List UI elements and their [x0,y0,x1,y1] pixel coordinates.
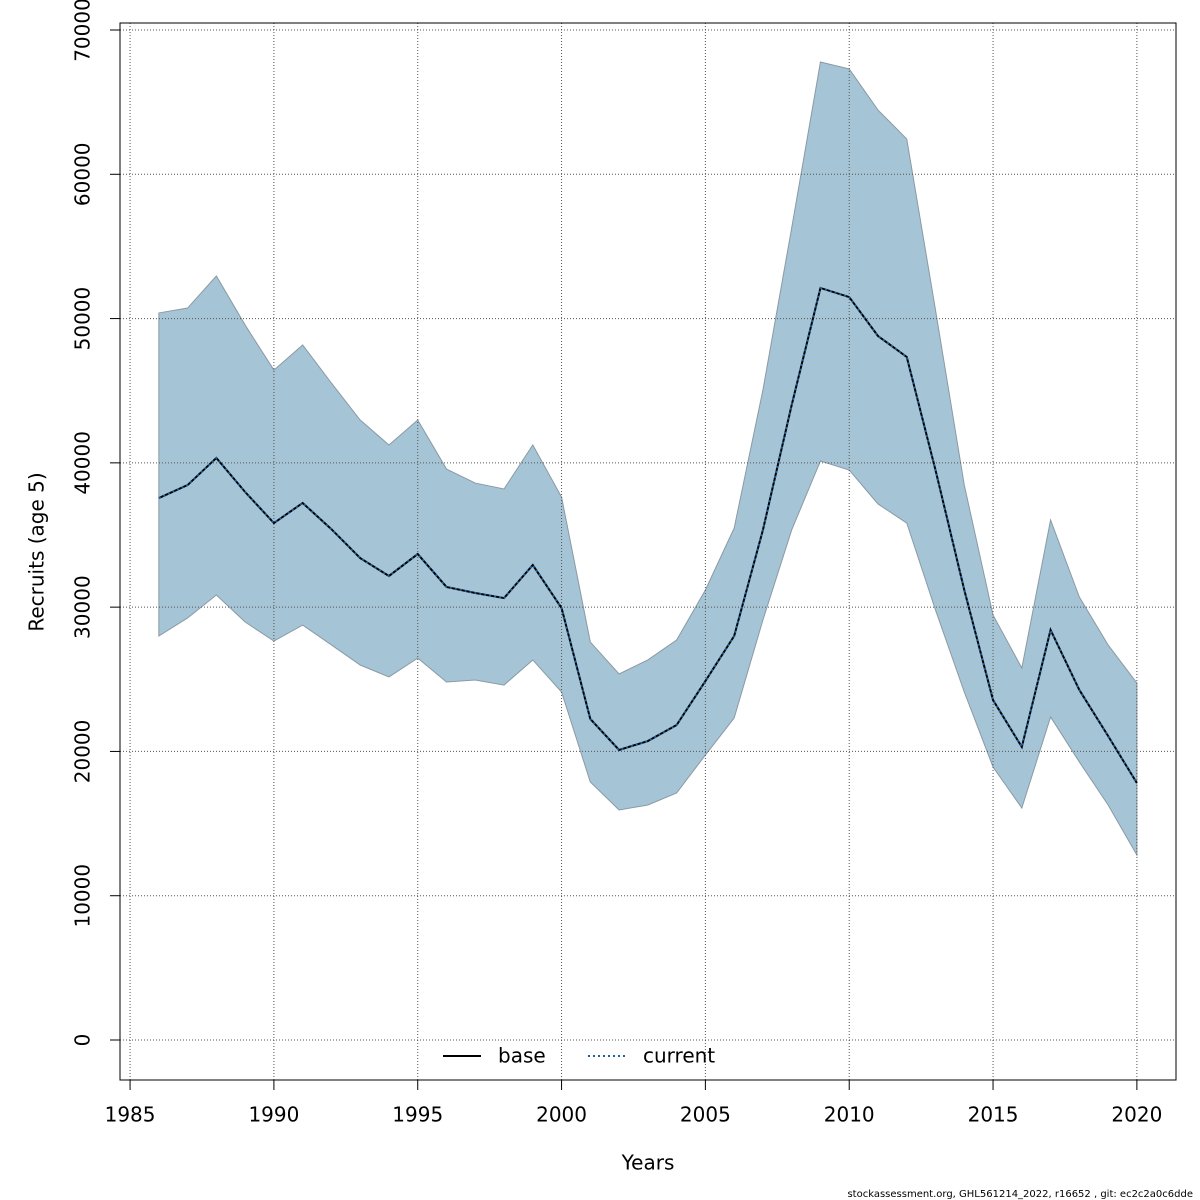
x-tick-label: 2010 [824,1103,875,1127]
y-tick-label: 70000 [71,0,95,62]
legend-label: current [643,1044,715,1068]
x-tick-label: 1990 [248,1103,299,1127]
x-tick-label: 2005 [680,1103,731,1127]
footnote: stockassessment.org, GHL561214_2022, r16… [847,1189,1193,1200]
x-tick-label: 2020 [1111,1103,1162,1127]
y-tick-label: 30000 [71,575,95,639]
y-tick-label: 40000 [71,431,95,495]
x-tick-label: 2015 [968,1103,1019,1127]
y-tick-label: 0 [71,1034,95,1047]
y-tick-label: 50000 [71,287,95,351]
x-tick-label: 2000 [536,1103,587,1127]
x-tick-label: 1995 [392,1103,443,1127]
x-tick-label: 1985 [105,1103,156,1127]
y-tick-label: 20000 [71,720,95,784]
y-axis-label: Recruits (age 5) [25,472,49,631]
x-axis-label: Years [621,1151,675,1175]
confidence-band [158,61,1138,857]
legend-label: base [498,1044,546,1068]
series-line [158,286,1138,784]
y-tick-label: 60000 [71,142,95,206]
plot-frame [119,22,1177,1081]
y-tick-label: 10000 [71,864,95,928]
